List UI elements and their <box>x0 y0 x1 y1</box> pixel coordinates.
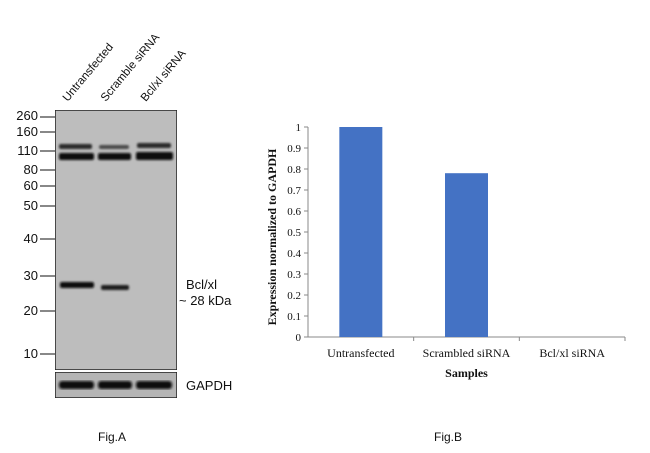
loading-control-label: GAPDH <box>186 378 233 393</box>
bar-1 <box>339 127 383 337</box>
y-tick-label: 0.2 <box>287 290 301 302</box>
mw-marker-20: 20 <box>23 303 38 318</box>
x-tick-label: Scrambled siRNA <box>423 346 511 360</box>
figure-b-caption: Fig.B <box>434 430 463 444</box>
mw-marker-80: 80 <box>23 162 38 177</box>
bar-2 <box>445 173 488 337</box>
x-tick-label: Untransfected <box>327 346 394 360</box>
band-label-name: Bcl/xl <box>186 277 218 292</box>
western-blot-image <box>55 110 177 370</box>
y-tick-label: 0.6 <box>287 206 301 218</box>
mw-marker-30: 30 <box>23 268 38 283</box>
y-tick-label: 1 <box>296 122 302 134</box>
y-tick-label: 0.7 <box>287 185 301 197</box>
mw-marker-110: 110 <box>17 143 38 158</box>
y-tick-label: 0 <box>296 332 302 344</box>
y-tick-label: 0.3 <box>287 269 301 281</box>
x-axis-title: Samples <box>445 366 488 380</box>
y-tick-label: 0.4 <box>287 248 301 260</box>
y-tick-label: 0.8 <box>287 164 301 176</box>
mw-marker-10: 10 <box>23 346 38 361</box>
y-tick-label: 0.5 <box>287 227 301 239</box>
figure-a-caption: Fig.A <box>98 430 127 444</box>
gapdh-blot-image <box>55 372 177 398</box>
y-axis-title: Expression normalized to GAPDH <box>265 148 279 325</box>
mw-marker-60: 60 <box>23 178 38 193</box>
y-tick-label: 0.9 <box>287 143 301 155</box>
y-tick-label: 0.1 <box>287 311 301 323</box>
mw-marker-50: 50 <box>23 198 38 213</box>
mw-marker-40: 40 <box>23 231 38 246</box>
mw-tick-marks <box>40 116 55 355</box>
band-label-size: ~ 28 kDa <box>179 293 232 308</box>
mw-marker-160: 160 <box>16 124 38 139</box>
x-tick-label: Bcl/xl siRNA <box>539 346 605 360</box>
mw-marker-260: 260 <box>16 108 38 123</box>
